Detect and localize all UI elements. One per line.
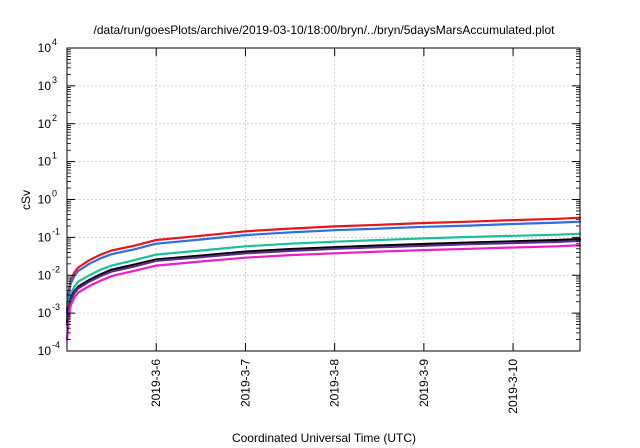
x-tick-label: 2019-3-8 bbox=[328, 359, 342, 407]
series-layer bbox=[65, 216, 582, 341]
y-tick-label-exponent: 4 bbox=[52, 37, 57, 47]
x-tick-label: 2019-3-7 bbox=[238, 359, 252, 407]
y-tick-label-exponent: 2 bbox=[52, 113, 57, 123]
series-line-6 bbox=[65, 244, 582, 341]
y-tick-label: 10 bbox=[38, 79, 52, 93]
y-tick-label-exponent: 3 bbox=[52, 75, 57, 85]
y-tick-label: 10 bbox=[38, 155, 52, 169]
y-tick-label: 10 bbox=[38, 193, 52, 207]
y-tick-label-exponent: -3 bbox=[52, 302, 60, 312]
y-tick-label: 10 bbox=[38, 230, 52, 244]
y-tick-label: 10 bbox=[38, 344, 52, 358]
x-axis: 2019-3-6 2019-3-7 2019-3-8 2019-3-9 2019-3-1… bbox=[149, 48, 520, 414]
y-axis-label: cSv bbox=[19, 190, 33, 210]
y-tick-label: 10 bbox=[38, 41, 52, 55]
x-tick-label: 2019-3-10 bbox=[506, 359, 520, 414]
grid bbox=[67, 48, 580, 351]
series-line-3 bbox=[65, 232, 582, 318]
series-line-5 bbox=[65, 239, 582, 326]
x-tick-label: 2019-3-6 bbox=[149, 359, 163, 407]
y-tick-label: 10 bbox=[38, 268, 52, 282]
series-line-1 bbox=[65, 216, 582, 312]
x-axis-label: Coordinated Universal Time (UTC) bbox=[232, 431, 416, 445]
y-tick-label-exponent: 1 bbox=[52, 151, 57, 161]
chart-title: /data/run/goesPlots/archive/2019-03-10/1… bbox=[94, 23, 556, 37]
y-tick-label-exponent: 0 bbox=[52, 189, 57, 199]
y-tick-label: 10 bbox=[38, 306, 52, 320]
y-tick-label: 10 bbox=[38, 117, 52, 131]
y-tick-label-exponent: -2 bbox=[52, 264, 60, 274]
y-tick-label-exponent: -1 bbox=[52, 226, 60, 236]
y-tick-label-exponent: -4 bbox=[52, 340, 60, 350]
series-line-4 bbox=[65, 238, 582, 323]
series-line-2 bbox=[65, 220, 582, 315]
x-tick-label: 2019-3-9 bbox=[417, 359, 431, 407]
